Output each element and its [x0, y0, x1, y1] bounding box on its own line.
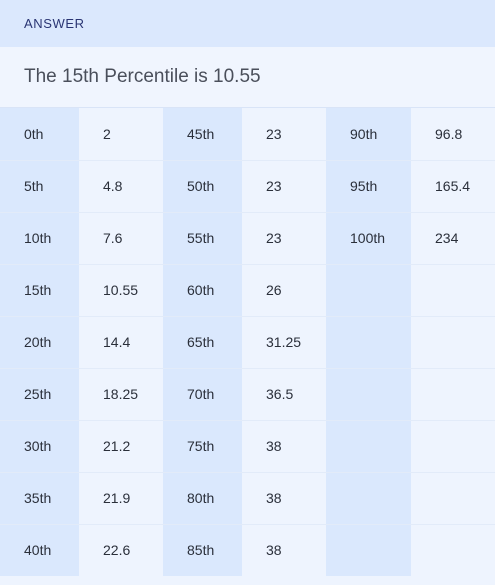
table-row: 15th 10.55 60th 26: [0, 264, 495, 317]
percentile-label: 75th: [163, 420, 242, 473]
percentile-label: 20th: [0, 316, 79, 369]
percentile-value: 23: [242, 160, 326, 213]
percentile-label: 10th: [0, 212, 79, 265]
percentile-value: 14.4: [79, 316, 163, 369]
answer-summary: The 15th Percentile is 10.55: [0, 47, 495, 108]
table-row: 40th 22.6 85th 38: [0, 524, 495, 576]
percentile-value: 234: [411, 212, 495, 265]
percentile-label: [326, 472, 411, 525]
percentile-value: 21.9: [79, 472, 163, 525]
percentile-value: 23: [242, 212, 326, 265]
percentile-value: 22.6: [79, 524, 163, 576]
percentile-value: 38: [242, 420, 326, 473]
percentile-value: 36.5: [242, 368, 326, 421]
percentile-value: 38: [242, 472, 326, 525]
percentile-value: 4.8: [79, 160, 163, 213]
percentile-label: 40th: [0, 524, 79, 576]
percentile-label: 5th: [0, 160, 79, 213]
percentile-value: 7.6: [79, 212, 163, 265]
percentile-label: 70th: [163, 368, 242, 421]
percentile-label: [326, 264, 411, 317]
percentile-label: 100th: [326, 212, 411, 265]
percentile-label: [326, 524, 411, 576]
percentile-table: 0th 2 45th 23 90th 96.8 5th 4.8 50th 23 95th 165.4 1…: [0, 108, 495, 576]
percentile-value: [411, 472, 495, 525]
percentile-value: 26: [242, 264, 326, 317]
table-row: 10th 7.6 55th 23 100th 234: [0, 212, 495, 265]
percentile-value: [411, 316, 495, 369]
answer-header: ANSWER: [0, 0, 495, 47]
percentile-label: 80th: [163, 472, 242, 525]
percentile-label: 15th: [0, 264, 79, 317]
table-row: 5th 4.8 50th 23 95th 165.4: [0, 160, 495, 213]
percentile-label: 90th: [326, 108, 411, 161]
percentile-value: 165.4: [411, 160, 495, 213]
percentile-label: 30th: [0, 420, 79, 473]
answer-label: ANSWER: [24, 16, 85, 31]
percentile-value: [411, 264, 495, 317]
percentile-label: 55th: [163, 212, 242, 265]
percentile-value: 10.55: [79, 264, 163, 317]
table-row: 20th 14.4 65th 31.25: [0, 316, 495, 369]
percentile-label: 0th: [0, 108, 79, 161]
table-row: 0th 2 45th 23 90th 96.8: [0, 108, 495, 161]
percentile-label: 60th: [163, 264, 242, 317]
percentile-label: 95th: [326, 160, 411, 213]
percentile-label: [326, 420, 411, 473]
percentile-label: 50th: [163, 160, 242, 213]
percentile-value: 31.25: [242, 316, 326, 369]
table-row: 35th 21.9 80th 38: [0, 472, 495, 525]
percentile-label: [326, 368, 411, 421]
percentile-label: 25th: [0, 368, 79, 421]
percentile-label: [326, 316, 411, 369]
percentile-label: 45th: [163, 108, 242, 161]
table-row: 25th 18.25 70th 36.5: [0, 368, 495, 421]
percentile-label: 85th: [163, 524, 242, 576]
summary-text: The 15th Percentile is 10.55: [24, 66, 261, 87]
percentile-value: 23: [242, 108, 326, 161]
percentile-value: 21.2: [79, 420, 163, 473]
percentile-label: 35th: [0, 472, 79, 525]
percentile-label: 65th: [163, 316, 242, 369]
percentile-value: [411, 524, 495, 576]
table-row: 30th 21.2 75th 38: [0, 420, 495, 473]
percentile-value: 38: [242, 524, 326, 576]
percentile-value: 18.25: [79, 368, 163, 421]
percentile-value: 96.8: [411, 108, 495, 161]
percentile-value: 2: [79, 108, 163, 161]
percentile-value: [411, 420, 495, 473]
percentile-value: [411, 368, 495, 421]
